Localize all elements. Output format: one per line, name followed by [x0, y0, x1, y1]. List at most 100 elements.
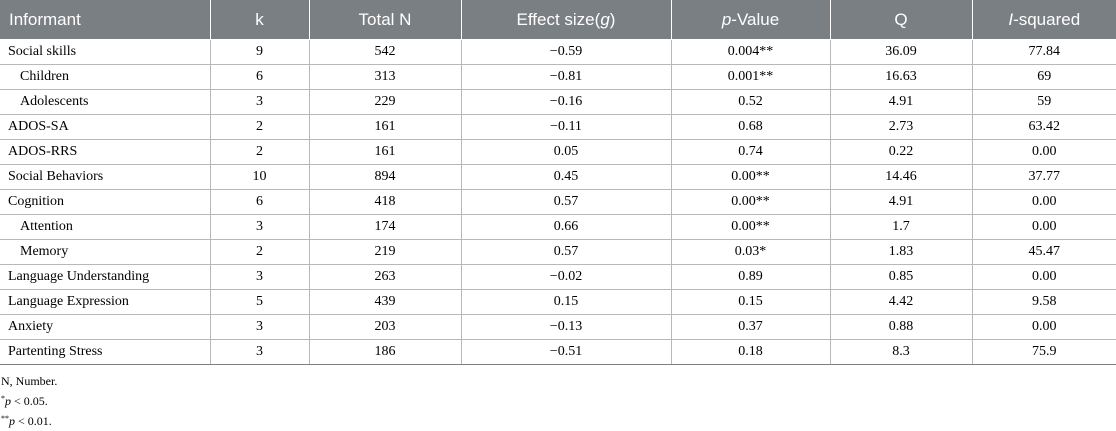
table-header-row: Informant k Total N Effect size(g) p-Val… — [0, 0, 1116, 40]
cell-k: 6 — [209, 64, 309, 90]
table-row: Social skills 9 542 −0.59 0.004** 36.09 77.84 — [0, 39, 1116, 65]
header-informant: Informant — [0, 0, 210, 40]
cell-q: 1.83 — [829, 239, 972, 265]
cell-informant: Children — [0, 64, 210, 90]
cell-total-n: 174 — [308, 214, 461, 240]
table-row: Attention 3 174 0.66 0.00** 1.7 0.00 — [0, 214, 1116, 240]
cell-q: 4.91 — [829, 89, 972, 115]
cell-total-n: 161 — [308, 139, 461, 165]
cell-informant: Anxiety — [0, 314, 210, 340]
cell-informant: Partenting Stress — [0, 339, 210, 365]
cell-k: 3 — [209, 89, 309, 115]
cell-p-value: 0.37 — [670, 314, 830, 340]
table-row: Anxiety 3 203 −0.13 0.37 0.88 0.00 — [0, 314, 1116, 340]
cell-informant: Adolescents — [0, 89, 210, 115]
header-effect-g: g — [600, 9, 610, 29]
cell-k: 3 — [209, 339, 309, 365]
header-i-italic: I — [1008, 9, 1014, 29]
cell-p-value: 0.00** — [670, 214, 830, 240]
cell-i-squared: 0.00 — [971, 214, 1116, 240]
cell-k: 2 — [209, 139, 309, 165]
cell-p-value: 0.74 — [670, 139, 830, 165]
cell-informant: ADOS-RRS — [0, 139, 210, 165]
cell-i-squared: 0.00 — [971, 139, 1116, 165]
cell-effect-size: 0.66 — [460, 214, 671, 240]
cell-i-squared: 69 — [971, 64, 1116, 90]
cell-total-n: 894 — [308, 164, 461, 190]
cell-effect-size: −0.81 — [460, 64, 671, 90]
cell-i-squared: 59 — [971, 89, 1116, 115]
cell-p-value: 0.004** — [670, 39, 830, 65]
cell-k: 3 — [209, 214, 309, 240]
header-p-italic: p — [721, 9, 732, 29]
cell-q: 2.73 — [829, 114, 972, 140]
cell-i-squared: 37.77 — [971, 164, 1116, 190]
cell-informant: Language Expression — [0, 289, 210, 315]
cell-p-value: 0.001** — [670, 64, 830, 90]
footnote-p-single: p — [5, 394, 11, 408]
cell-k: 6 — [209, 189, 309, 215]
header-effect-suffix: ) — [609, 9, 616, 29]
footnote-sig-001: **p < 0.01. — [1, 410, 57, 430]
cell-k: 9 — [209, 39, 309, 65]
footnote-threshold-single: < 0.05. — [11, 394, 48, 408]
cell-q: 0.85 — [829, 264, 972, 290]
header-p-suffix: -Value — [731, 9, 780, 29]
table-row: ADOS-RRS 2 161 0.05 0.74 0.22 0.00 — [0, 139, 1116, 165]
cell-i-squared: 75.9 — [971, 339, 1116, 365]
cell-effect-size: 0.15 — [460, 289, 671, 315]
cell-q: 1.7 — [829, 214, 972, 240]
cell-total-n: 229 — [308, 89, 461, 115]
cell-p-value: 0.68 — [670, 114, 830, 140]
cell-k: 2 — [209, 239, 309, 265]
cell-p-value: 0.18 — [670, 339, 830, 365]
header-effect-prefix: Effect size( — [516, 9, 601, 29]
cell-informant: Language Understanding — [0, 264, 210, 290]
footnote-p-double: p — [9, 414, 15, 428]
cell-i-squared: 0.00 — [971, 314, 1116, 340]
footnote-mark-single: * — [1, 394, 5, 403]
cell-effect-size: −0.11 — [460, 114, 671, 140]
cell-i-squared: 45.47 — [971, 239, 1116, 265]
footnote-threshold-double: < 0.01. — [15, 414, 52, 428]
cell-p-value: 0.89 — [670, 264, 830, 290]
cell-effect-size: −0.51 — [460, 339, 671, 365]
header-k: k — [209, 0, 309, 40]
cell-informant: Social Behaviors — [0, 164, 210, 190]
cell-q: 4.91 — [829, 189, 972, 215]
cell-informant: ADOS-SA — [0, 114, 210, 140]
cell-q: 4.42 — [829, 289, 972, 315]
cell-total-n: 313 — [308, 64, 461, 90]
table-row: Language Understanding 3 263 −0.02 0.89 0.85 0… — [0, 264, 1116, 290]
cell-effect-size: −0.16 — [460, 89, 671, 115]
cell-effect-size: 0.57 — [460, 189, 671, 215]
cell-q: 0.22 — [829, 139, 972, 165]
cell-total-n: 263 — [308, 264, 461, 290]
cell-effect-size: −0.13 — [460, 314, 671, 340]
table-row: Memory 2 219 0.57 0.03* 1.83 45.47 — [0, 239, 1116, 265]
table-row: Cognition 6 418 0.57 0.00** 4.91 0.00 — [0, 189, 1116, 215]
cell-total-n: 161 — [308, 114, 461, 140]
header-effect-size: Effect size(g) — [460, 0, 671, 40]
cell-p-value: 0.00** — [670, 189, 830, 215]
cell-i-squared: 9.58 — [971, 289, 1116, 315]
cell-effect-size: 0.45 — [460, 164, 671, 190]
table-row: Social Behaviors 10 894 0.45 0.00** 14.46 37.7… — [0, 164, 1116, 190]
table-row: ADOS-SA 2 161 −0.11 0.68 2.73 63.42 — [0, 114, 1116, 140]
header-i-squared: I-squared — [971, 0, 1116, 40]
cell-informant: Cognition — [0, 189, 210, 215]
cell-total-n: 542 — [308, 39, 461, 65]
cell-informant: Memory — [0, 239, 210, 265]
cell-k: 3 — [209, 264, 309, 290]
cell-i-squared: 0.00 — [971, 189, 1116, 215]
cell-q: 0.88 — [829, 314, 972, 340]
cell-k: 5 — [209, 289, 309, 315]
cell-total-n: 203 — [308, 314, 461, 340]
cell-effect-size: −0.59 — [460, 39, 671, 65]
cell-informant: Attention — [0, 214, 210, 240]
table-body: Social skills 9 542 −0.59 0.004** 36.09 77.84 C… — [0, 39, 1116, 365]
cell-i-squared: 0.00 — [971, 264, 1116, 290]
cell-total-n: 439 — [308, 289, 461, 315]
header-i-suffix: -squared — [1013, 9, 1081, 29]
cell-effect-size: 0.57 — [460, 239, 671, 265]
